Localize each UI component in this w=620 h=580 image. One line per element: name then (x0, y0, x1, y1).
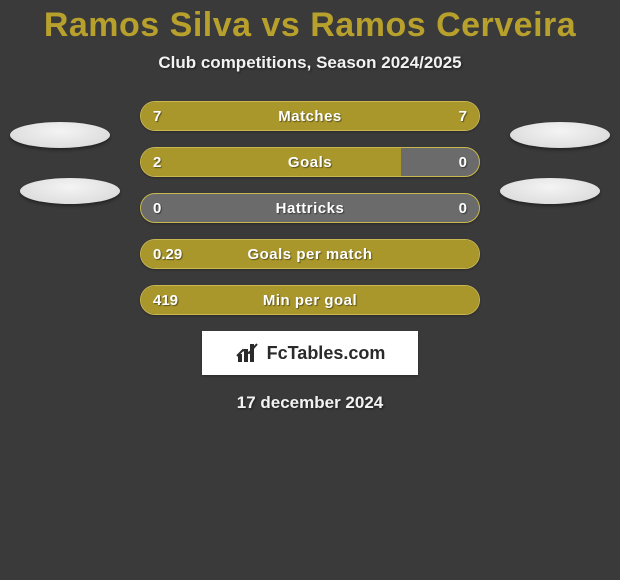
player-avatar-right-2 (500, 178, 600, 204)
stat-value-right: 7 (459, 102, 467, 131)
page-title: Ramos Silva vs Ramos Cerveira (0, 0, 620, 45)
stat-row: 2Goals0 (140, 147, 480, 177)
stat-value-right: 0 (459, 148, 467, 177)
player-avatar-left-2 (20, 178, 120, 204)
footer-date: 17 december 2024 (0, 393, 620, 413)
page-subtitle: Club competitions, Season 2024/2025 (0, 53, 620, 73)
stat-metric-label: Goals per match (141, 240, 479, 269)
stat-value-right: 0 (459, 194, 467, 223)
stat-metric-label: Min per goal (141, 286, 479, 315)
brand-badge: FcTables.com (202, 331, 418, 375)
brand-text: FcTables.com (267, 343, 386, 364)
stat-row: 7Matches7 (140, 101, 480, 131)
stat-row: 0Hattricks0 (140, 193, 480, 223)
player-avatar-right-1 (510, 122, 610, 148)
stat-metric-label: Hattricks (141, 194, 479, 223)
stat-row: 0.29Goals per match (140, 239, 480, 269)
player-avatar-left-1 (10, 122, 110, 148)
stat-row: 419Min per goal (140, 285, 480, 315)
brand-chart-icon (235, 342, 261, 364)
stat-metric-label: Matches (141, 102, 479, 131)
stat-metric-label: Goals (141, 148, 479, 177)
